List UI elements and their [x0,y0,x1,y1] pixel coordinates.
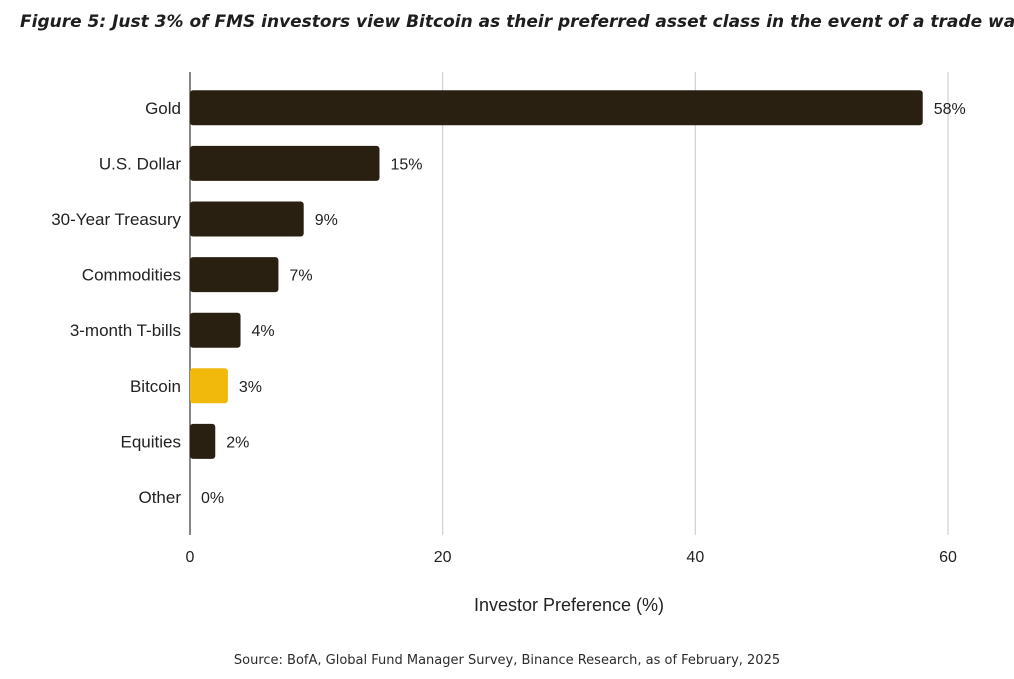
bar-u-s-dollar [190,145,380,181]
data-label: 15% [391,156,423,173]
x-axis-label: Investor Preference (%) [474,595,664,615]
x-tick-label: 20 [434,549,452,566]
chart-title: Figure 5: Just 3% of FMS investors view … [20,12,1014,32]
bar-chart: 0 20 40 60 Gold 58% U.S. Dollar 15% 30-Year Trea… [51,72,966,615]
labels: 0 20 40 60 Gold 58% U.S. Dollar 15% 30-Year Trea… [51,99,966,566]
bar-equities [190,423,216,459]
bar-bitcoin [190,368,228,404]
category-label: U.S. Dollar [99,154,182,173]
data-label: 3% [239,379,262,396]
data-label: 4% [252,323,275,340]
category-label: 30-Year Treasury [51,210,181,229]
bars [190,90,923,459]
bar-3-month-t-bills [190,312,241,348]
category-label: Other [138,488,181,507]
category-label: Gold [145,99,181,118]
data-label: 9% [315,212,338,229]
x-tick-label: 40 [686,549,704,566]
x-tick-label: 60 [939,549,957,566]
category-label: 3-month T-bills [70,321,181,340]
category-label: Equities [121,432,181,451]
data-label: 0% [201,490,224,507]
data-label: 7% [289,268,312,285]
data-label: 58% [934,101,966,118]
source-note: Source: BofA, Global Fund Manager Survey… [233,653,781,668]
bar-30-year-treasury [190,201,304,237]
x-tick-label: 0 [186,549,195,566]
data-label: 2% [226,434,249,451]
bar-gold [190,90,923,126]
category-label: Bitcoin [130,377,181,396]
bar-commodities [190,257,279,293]
gridlines [189,72,949,535]
category-label: Commodities [82,266,181,285]
